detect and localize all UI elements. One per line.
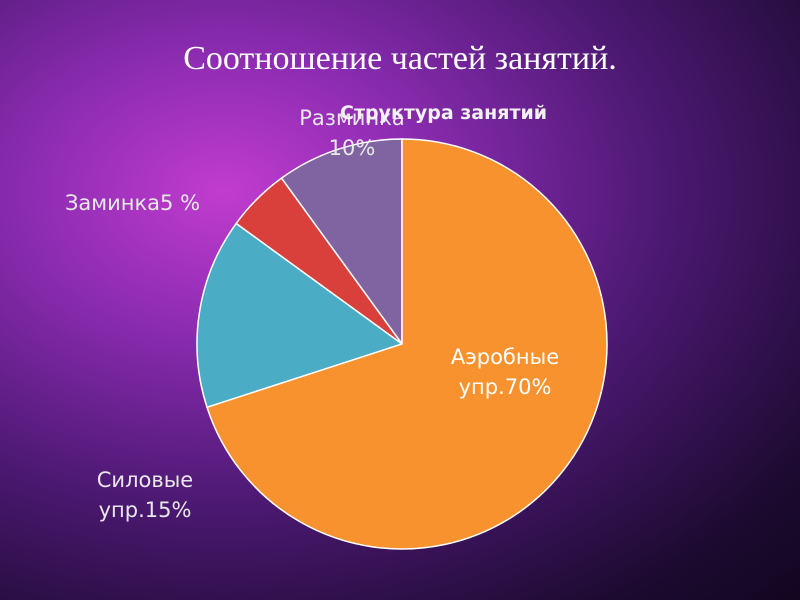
chart-title: Структура занятий [340,102,548,124]
data-label: Аэробные упр.70% [450,345,560,399]
pie-slice [280,138,403,347]
pie-slice [206,138,608,550]
data-label: Заминка5 % [64,191,201,215]
data-label: Разминка 10% [299,106,405,160]
pie-slice [196,222,404,409]
data-label: Силовые упр.15% [96,468,194,522]
slide-title: Соотношение частей занятий. [183,40,617,77]
